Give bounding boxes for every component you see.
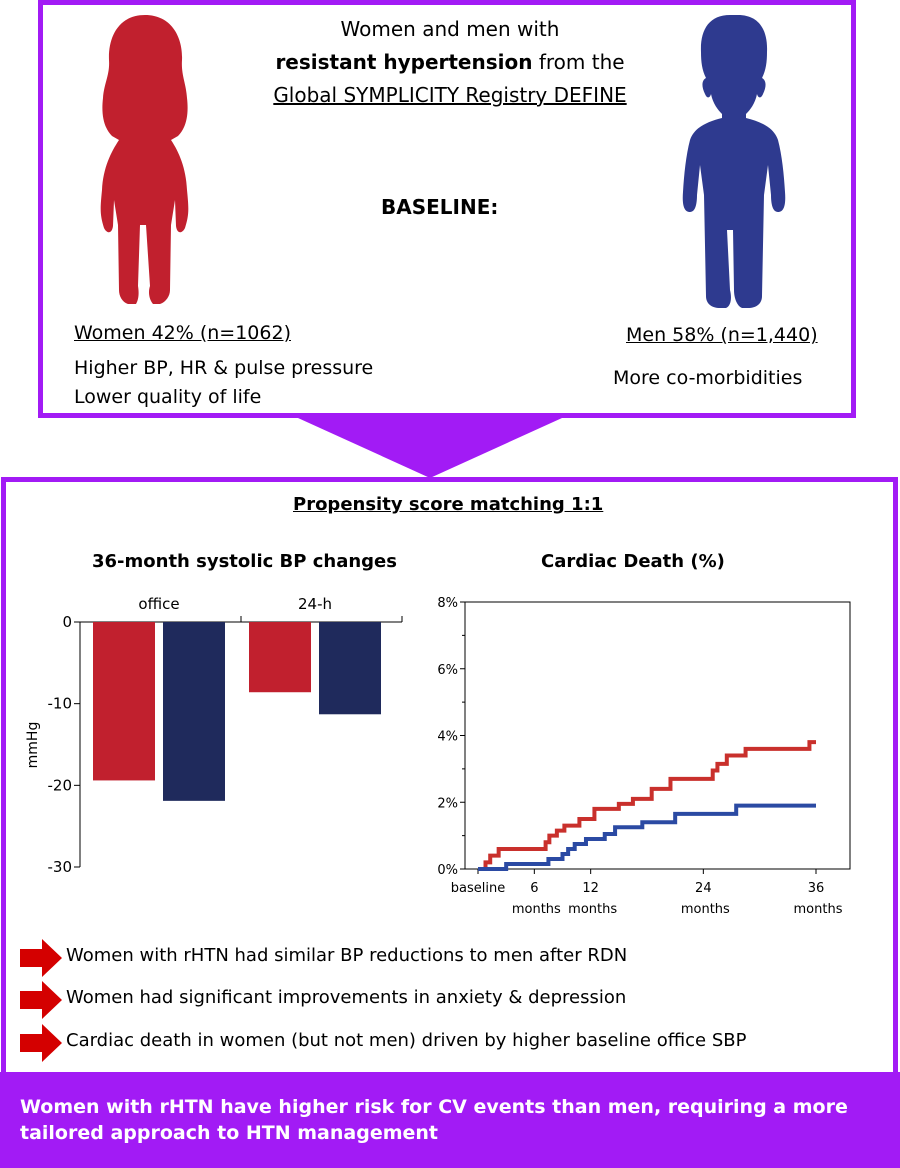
death-y-tick-label: 2% xyxy=(437,796,458,811)
bp-chart-title: 36-month systolic BP changes xyxy=(92,551,397,572)
women-title: Women 42% (n=1062) xyxy=(74,322,291,344)
woman-figure-icon xyxy=(100,15,189,304)
matching-title: Propensity score matching 1:1 xyxy=(293,494,604,515)
death-chart-title: Cardiac Death (%) xyxy=(541,551,725,572)
bp-y-tick-label: -30 xyxy=(48,858,73,876)
conclusion-text: Women had significant improvements in an… xyxy=(66,987,627,1008)
death-x-tick-label: baseline xyxy=(451,881,505,896)
death-y-tick-label: 4% xyxy=(437,730,458,745)
bp-bar xyxy=(163,622,225,801)
man-figure-icon xyxy=(682,15,786,308)
right-arrow-icon xyxy=(20,939,62,977)
conclusion-item: Women had significant improvements in an… xyxy=(20,981,900,1021)
death-x-tick-sublabel: months xyxy=(568,902,617,917)
bp-bar xyxy=(319,622,381,715)
conclusion-text: Cardiac death in women (but not men) dri… xyxy=(66,1030,747,1051)
header-rest-text: from the xyxy=(532,50,625,74)
baseline-label: BASELINE: xyxy=(381,195,499,219)
death-x-tick-label: 36 xyxy=(808,881,825,896)
death-x-tick-label: 24 xyxy=(695,881,712,896)
death-plot-frame xyxy=(464,601,851,870)
death-y-tick-label: 8% xyxy=(437,596,458,611)
figures-layer xyxy=(100,15,786,308)
header-line-2: resistant hypertension from the xyxy=(200,47,700,77)
header-line-3: Global SYMPLICITY Registry DEFINE xyxy=(273,83,627,107)
header-line-1: Women and men with xyxy=(340,17,560,41)
transition-arrow xyxy=(298,418,562,478)
death-x-tick-sublabel: months xyxy=(681,902,730,917)
bp-y-axis-label: mmHg xyxy=(25,722,41,769)
death-x-tick-sublabel: months xyxy=(794,902,843,917)
footer-conclusion: Women with rHTN have higher risk for CV … xyxy=(0,1072,900,1168)
bp-category-label: 24-h xyxy=(298,595,332,613)
death-x-tick-label: 6 xyxy=(530,881,538,896)
header-bold-text: resistant hypertension xyxy=(275,50,533,74)
death-series-line-0 xyxy=(478,740,816,871)
men-finding-1: More co-morbidities xyxy=(613,367,803,389)
bp-y-tick-label: -10 xyxy=(48,695,73,713)
death-y-tick-label: 6% xyxy=(437,663,458,678)
bp-bar xyxy=(93,622,155,781)
death-series-line-1 xyxy=(478,803,816,871)
death-y-tick-label: 0% xyxy=(437,863,458,878)
bp-category-label: office xyxy=(138,595,179,613)
men-title: Men 58% (n=1,440) xyxy=(626,324,818,346)
conclusion-text: Women with rHTN had similar BP reduction… xyxy=(66,945,628,966)
women-finding-2: Lower quality of life xyxy=(74,386,262,408)
women-finding-1: Higher BP, HR & pulse pressure xyxy=(74,357,374,379)
bp-y-tick-label: -20 xyxy=(48,776,73,794)
conclusion-item: Cardiac death in women (but not men) dri… xyxy=(20,1024,900,1064)
conclusion-item: Women with rHTN had similar BP reduction… xyxy=(20,939,900,979)
bp-bar xyxy=(249,622,311,693)
bp-y-tick-label: 0 xyxy=(62,613,72,631)
death-x-tick-sublabel: months xyxy=(512,902,561,917)
right-arrow-icon xyxy=(20,1024,62,1062)
right-arrow-icon xyxy=(20,981,62,1019)
death-x-tick-label: 12 xyxy=(582,881,599,896)
